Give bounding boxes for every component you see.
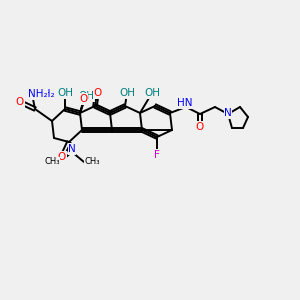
Text: O: O (58, 152, 66, 162)
Text: OH: OH (119, 88, 135, 98)
Text: NH₂: NH₂ (28, 89, 48, 99)
Text: OH: OH (144, 88, 160, 98)
Text: NH₂: NH₂ (35, 89, 55, 99)
Text: HN: HN (177, 98, 193, 108)
Text: N: N (224, 108, 232, 118)
Text: O: O (79, 94, 87, 104)
Text: OH: OH (78, 91, 94, 101)
Text: O: O (94, 88, 102, 98)
Text: OH: OH (57, 88, 73, 98)
Text: O: O (16, 97, 24, 107)
Text: N: N (68, 144, 76, 154)
Text: F: F (154, 150, 160, 160)
Text: CH₃: CH₃ (84, 158, 100, 166)
Text: CH₃: CH₃ (44, 158, 60, 166)
Text: O: O (196, 122, 204, 132)
